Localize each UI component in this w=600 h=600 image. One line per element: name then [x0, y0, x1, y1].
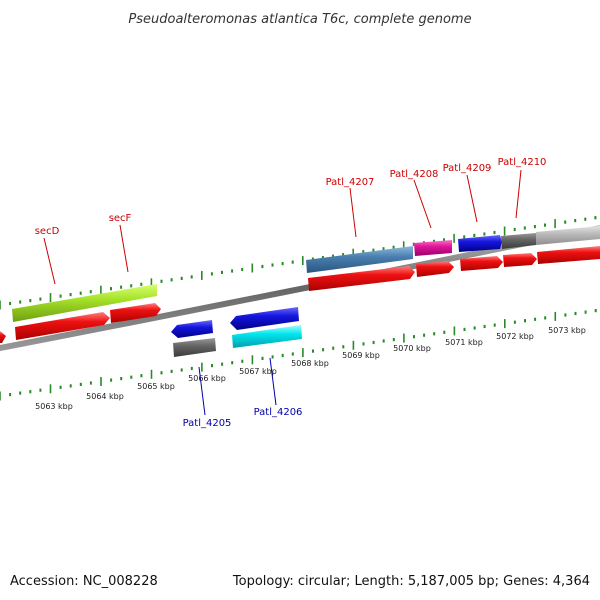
gene-label-secf[interactable]: secF: [109, 213, 132, 224]
scale-label: 5071 kbp: [445, 338, 483, 347]
gene-label-patl-4206[interactable]: Patl_4206: [254, 407, 303, 418]
gene-features: [0, 226, 600, 357]
accession-text: Accession: NC_008228: [10, 574, 158, 589]
gene-label-secd[interactable]: secD: [35, 226, 60, 237]
scale-label: 5068 kbp: [291, 359, 329, 368]
scale-label: 5066 kbp: [188, 374, 226, 383]
gene-feature[interactable]: [501, 233, 536, 249]
gene-label-patl-4207[interactable]: Patl_4207: [326, 177, 375, 188]
gene-labels: secD secF Patl_4207 Patl_4208 Patl_4209 …: [35, 157, 547, 429]
gene-feature[interactable]: [12, 284, 157, 322]
genome-summary-text: Topology: circular; Length: 5,187,005 bp…: [232, 574, 590, 589]
gene-feature[interactable]: [416, 261, 454, 277]
gene-feature[interactable]: [110, 303, 161, 323]
gene-feature[interactable]: [458, 235, 502, 252]
scale-label: 5065 kbp: [137, 382, 175, 391]
gene-label-patl-4209[interactable]: Patl_4209: [443, 163, 492, 174]
gene-feature[interactable]: [536, 226, 600, 245]
gene-label-patl-4205[interactable]: Patl_4205: [183, 418, 232, 429]
gene-feature[interactable]: [414, 240, 452, 256]
gene-feature[interactable]: [230, 307, 299, 330]
gene-feature[interactable]: [173, 338, 216, 357]
gene-feature[interactable]: [171, 320, 213, 338]
scale-label: 5072 kbp: [496, 332, 534, 341]
scale-label: 5063 kbp: [35, 402, 73, 411]
gene-feature[interactable]: [306, 246, 413, 273]
scale-label: 5069 kbp: [342, 351, 380, 360]
gene-feature[interactable]: [537, 246, 600, 264]
inner-tick-ring: [0, 309, 597, 401]
gene-feature[interactable]: [15, 312, 110, 340]
scale-label: 5064 kbp: [86, 392, 124, 401]
gene-label-leaders: [43, 169, 522, 416]
map-title: Pseudoalteromonas atlantica T6c, complet…: [128, 12, 471, 27]
scale-labels: 5063 kbp 5064 kbp 5065 kbp 5066 kbp 5067…: [35, 326, 586, 411]
gene-label-patl-4210[interactable]: Patl_4210: [498, 157, 547, 168]
gene-feature[interactable]: [308, 266, 415, 291]
scale-label: 5070 kbp: [393, 344, 431, 353]
scale-label: 5067 kbp: [239, 367, 277, 376]
gene-feature[interactable]: [503, 253, 537, 267]
gene-feature[interactable]: [460, 256, 503, 271]
gene-feature[interactable]: [232, 325, 302, 348]
scale-label: 5073 kbp: [548, 326, 586, 335]
gene-feature[interactable]: [0, 331, 6, 343]
gene-label-patl-4208[interactable]: Patl_4208: [390, 169, 439, 180]
